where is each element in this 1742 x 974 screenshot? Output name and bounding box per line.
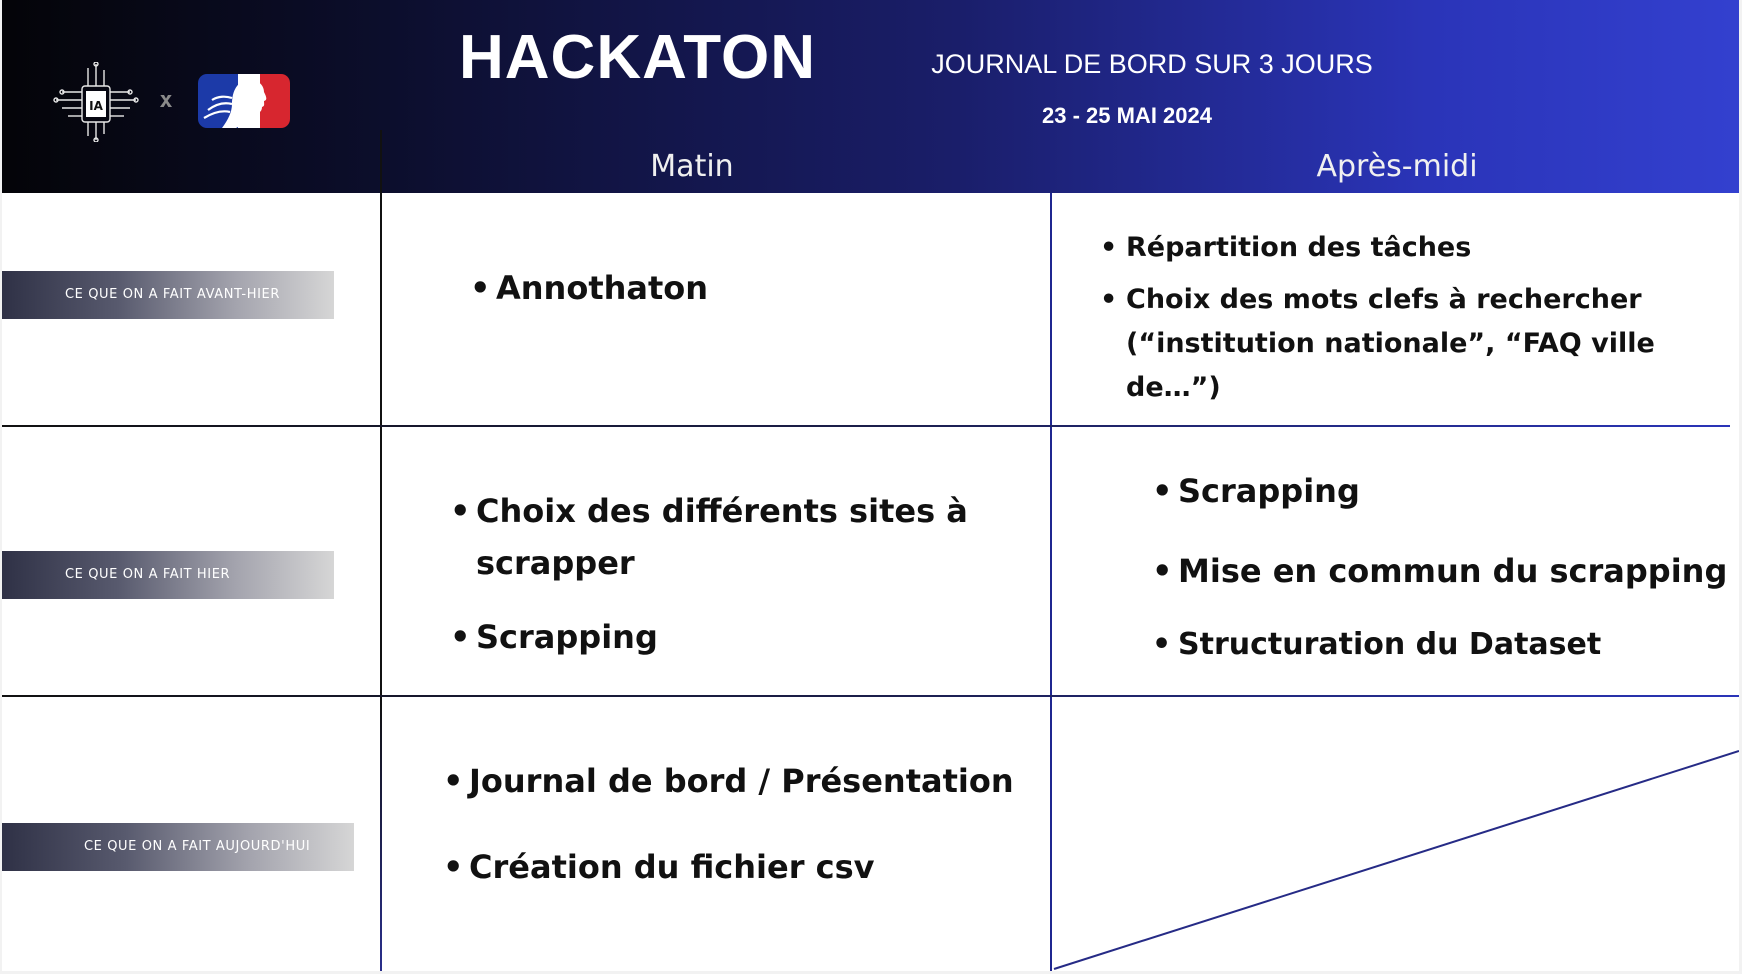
row-label-hier: CE QUE ON A FAIT HIER <box>2 551 334 599</box>
date-range: 23 - 25 MAI 2024 <box>1042 103 1212 128</box>
bullet-icon: • <box>450 492 471 530</box>
list-item: • Structuration du Dataset <box>1152 619 1732 671</box>
bullet-icon: • <box>1152 472 1173 510</box>
column-header-apres-midi: Après-midi <box>1316 149 1478 184</box>
column-header-matin: Matin <box>650 149 734 184</box>
page-subtitle: JOURNAL DE BORD SUR 3 JOURS <box>931 49 1373 79</box>
cell-avant-hier-matin: • Annothaton <box>470 262 1030 314</box>
list-item: • Annothaton <box>470 262 1030 314</box>
logo-separator: x <box>159 88 173 113</box>
horizontal-divider-2 <box>2 695 1739 697</box>
bullet-icon: • <box>450 618 471 656</box>
list-item-text: Répartition des tâches <box>1126 232 1472 263</box>
list-item: • Scrapping <box>1152 465 1732 517</box>
vertical-divider-middle <box>1050 193 1052 971</box>
cell-avant-hier-apres-midi: • Répartition des tâches • Choix des mots … <box>1100 226 1700 410</box>
cell-hier-matin: • Choix des différents sites à scrapper •… <box>450 485 1010 663</box>
vertical-divider-left <box>380 130 382 971</box>
ia-chip-logo-icon: IA <box>53 62 139 142</box>
list-item-text: Scrapping <box>476 618 658 656</box>
bullet-icon: • <box>1152 627 1172 662</box>
cell-aujourdhui-matin: • Journal de bord / Présentation • Créatio… <box>443 755 1043 893</box>
list-item: • Choix des différents sites à scrapper <box>450 485 1010 589</box>
horizontal-divider-1 <box>2 425 1730 427</box>
list-item: • Mise en commun du scrapping <box>1152 545 1732 597</box>
bullet-icon: • <box>470 269 491 307</box>
bullet-icon: • <box>1100 284 1118 315</box>
list-item-text: Annothaton <box>496 269 709 307</box>
list-item-text: Scrapping <box>1178 472 1360 510</box>
list-item: • Choix des mots clefs à rechercher (“ins… <box>1100 278 1700 410</box>
bullet-icon: • <box>1100 232 1118 263</box>
list-item: • Scrapping <box>450 611 1010 663</box>
bullet-icon: • <box>443 848 464 886</box>
bullet-icon: • <box>443 762 464 800</box>
page-title: HACKATON <box>459 23 817 92</box>
cell-hier-apres-midi: • Scrapping • Mise en commun du scrapping … <box>1152 465 1732 671</box>
list-item-text: Choix des différents sites à scrapper <box>476 492 968 582</box>
list-item: • Journal de bord / Présentation <box>443 755 1043 807</box>
empty-cell-diagonal <box>1053 750 1739 970</box>
svg-text:IA: IA <box>89 99 103 113</box>
list-item-text: Mise en commun du scrapping <box>1178 552 1728 590</box>
marianne-logo-icon <box>198 74 290 128</box>
list-item-text: Journal de bord / Présentation <box>469 762 1014 800</box>
list-item-text: Structuration du Dataset <box>1178 627 1602 662</box>
bullet-icon: • <box>1152 552 1173 590</box>
list-item-text: Création du fichier csv <box>469 848 875 886</box>
row-label-avant-hier: CE QUE ON A FAIT AVANT-HIER <box>2 271 334 319</box>
list-item-text: Choix des mots clefs à rechercher (“inst… <box>1126 284 1655 403</box>
partner-logos: IA x <box>52 62 302 142</box>
list-item: • Création du fichier csv <box>443 841 1043 893</box>
header-banner: IA x HACKATON JOURNAL DE BORD SUR 3 JOUR… <box>2 0 1739 193</box>
row-label-aujourdhui: CE QUE ON A FAIT AUJOURD'HUI <box>2 823 354 871</box>
list-item: • Répartition des tâches <box>1100 226 1700 270</box>
